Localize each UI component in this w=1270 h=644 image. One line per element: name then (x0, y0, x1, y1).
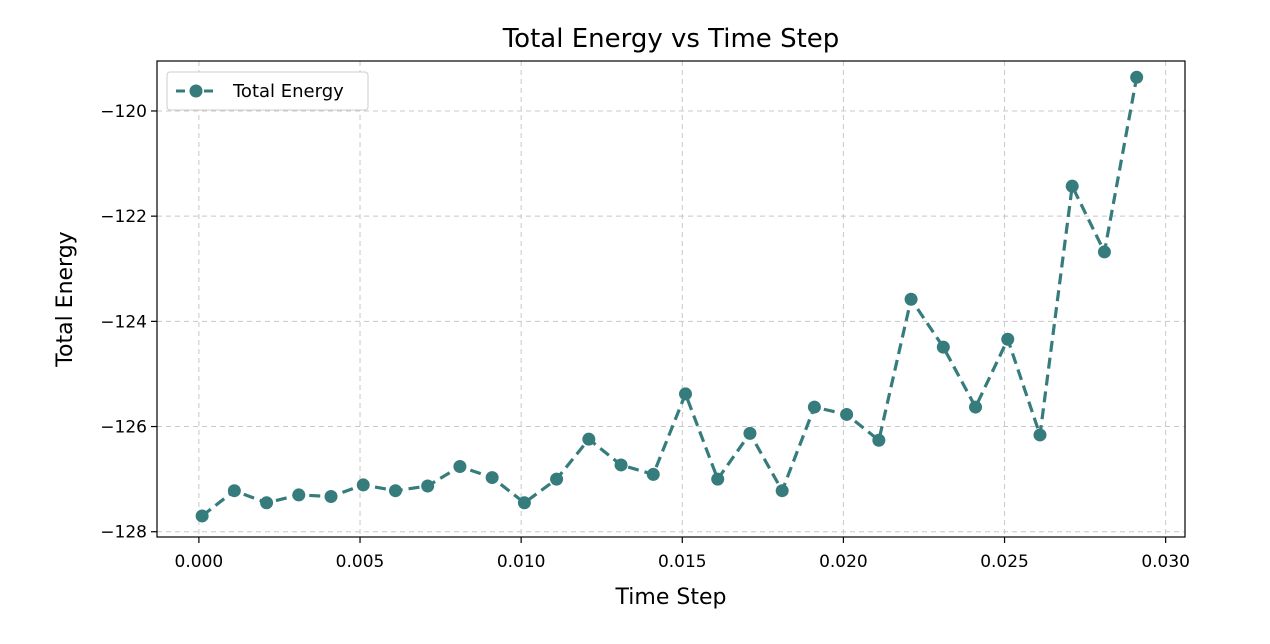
x-axis-label: Time Step (615, 585, 727, 610)
data-point (743, 426, 757, 440)
data-point (260, 496, 274, 510)
data-point (775, 484, 789, 498)
data-point (1130, 70, 1144, 84)
data-point (1097, 245, 1111, 259)
data-point (614, 458, 628, 472)
y-tick-label: −120 (100, 102, 147, 122)
plot-frame (156, 60, 1186, 538)
x-tick-label: 0.005 (336, 552, 385, 572)
x-tick-label: 0.020 (819, 552, 868, 572)
data-point (1033, 428, 1047, 442)
data-point (711, 472, 725, 486)
legend-marker-swatch (189, 84, 203, 98)
legend-box (166, 71, 369, 111)
data-point (195, 509, 209, 523)
data-point (227, 484, 241, 498)
x-tick-label: 0.000 (175, 552, 224, 572)
data-point (679, 387, 693, 401)
x-tick-label: 0.025 (980, 552, 1029, 572)
data-point (324, 490, 338, 504)
data-point (840, 407, 854, 421)
y-tick-label: −128 (100, 523, 147, 543)
series-line (201, 77, 1139, 518)
data-point (1001, 332, 1015, 346)
data-point (1065, 179, 1079, 193)
data-point (646, 467, 660, 481)
data-point (388, 484, 402, 498)
data-point (292, 488, 306, 502)
data-point (550, 472, 564, 486)
data-point (356, 478, 370, 492)
data-point (936, 340, 950, 354)
x-tick-label: 0.015 (658, 552, 707, 572)
data-point (485, 471, 499, 485)
x-tick-label: 0.010 (497, 552, 546, 572)
data-point (421, 479, 435, 493)
data-point (453, 460, 467, 474)
y-tick-label: −126 (100, 418, 147, 438)
y-axis-label: Total Energy (53, 231, 78, 367)
chart-title: Total Energy vs Time Step (502, 24, 840, 54)
legend-label: Total Energy (232, 81, 344, 102)
data-point (969, 400, 983, 414)
legend: Total Energy (166, 71, 369, 111)
y-tick-label: −124 (100, 312, 147, 332)
data-point (872, 433, 886, 447)
data-point (904, 292, 918, 306)
data-point (807, 400, 821, 414)
x-tick-label: 0.030 (1141, 552, 1190, 572)
grid-layer (157, 61, 1185, 537)
data-point (582, 432, 596, 446)
series-layer (195, 70, 1144, 523)
y-tick-label: −122 (100, 207, 147, 227)
tick-layer: 0.000 0.005 0.010 0.015 0.020 0.025 0.030 −128 −… (100, 102, 1190, 572)
data-point (517, 496, 531, 510)
